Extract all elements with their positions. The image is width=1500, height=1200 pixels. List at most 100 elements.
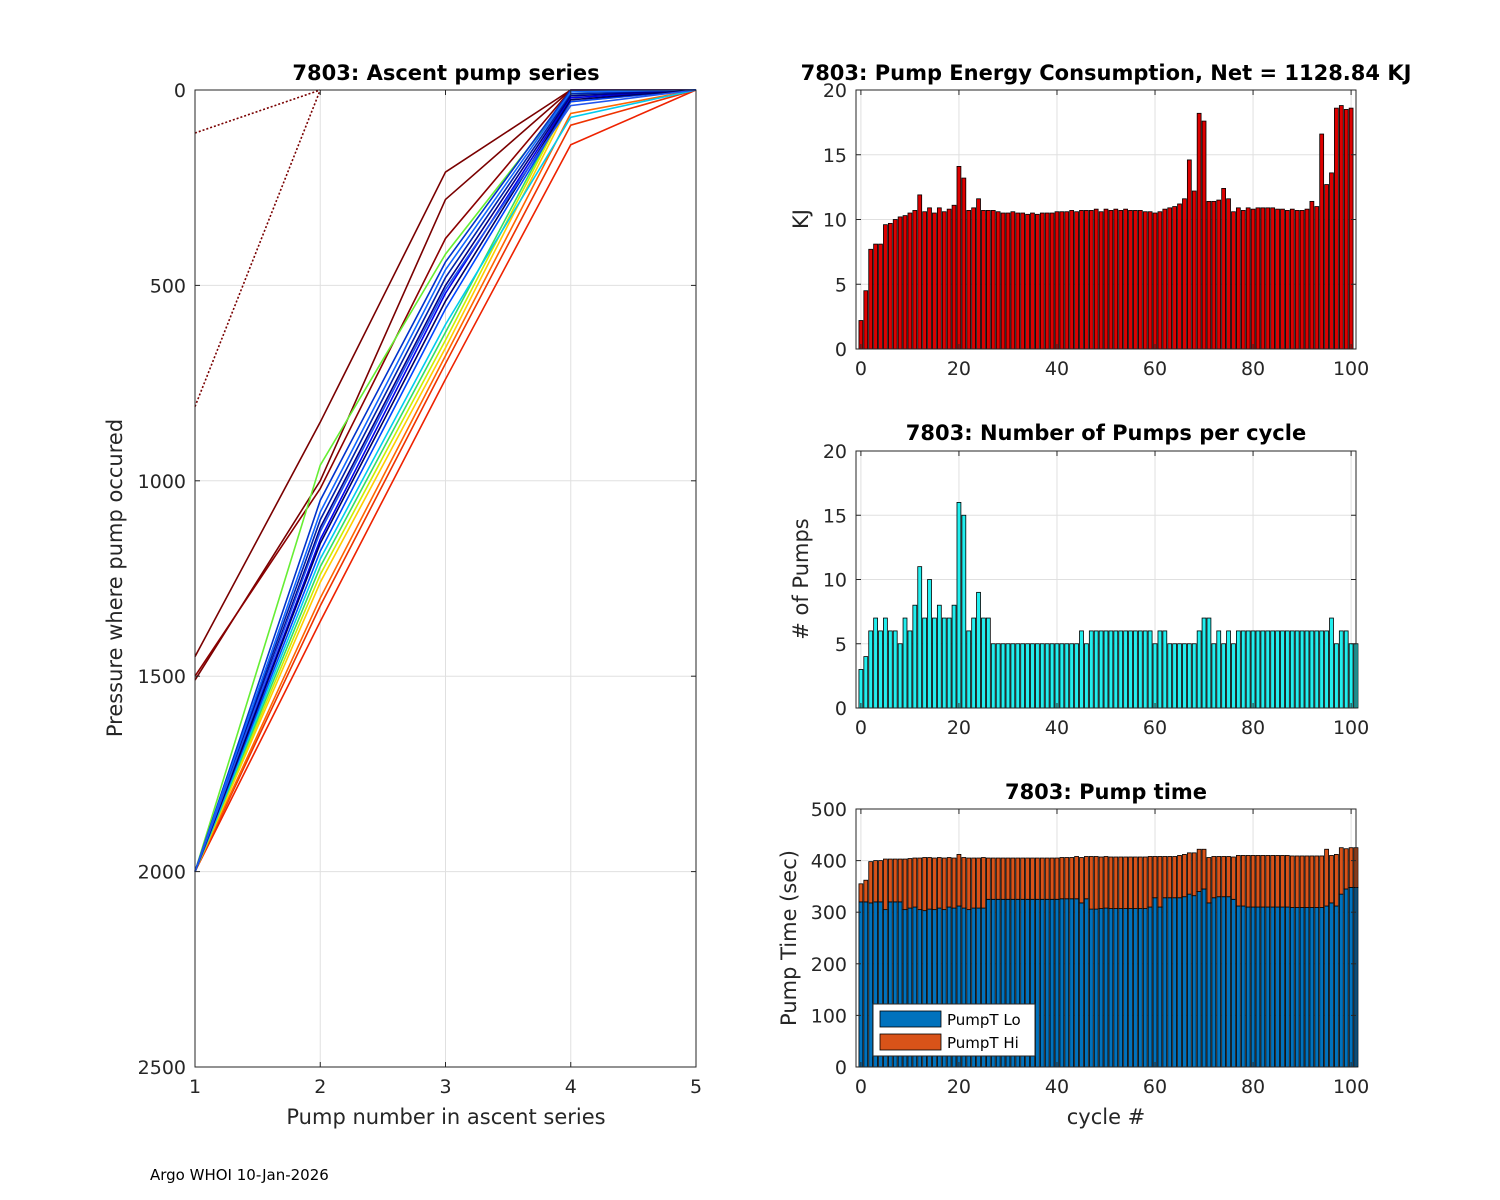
pumpt-lo-bar bbox=[1314, 907, 1320, 1068]
pumpt-lo-bar bbox=[1123, 908, 1128, 1068]
pumpt-hi-bar bbox=[1005, 857, 1011, 900]
pumps-bar bbox=[1098, 630, 1104, 709]
pumps-bar bbox=[976, 591, 981, 709]
energy-bar bbox=[1069, 210, 1075, 350]
pumps-per-cycle-panel: 7803: Number of Pumps per cycle 0 20 40 60 8… bbox=[789, 421, 1369, 739]
pumpt-lo-bar bbox=[1319, 907, 1325, 1068]
pumps-bar bbox=[981, 617, 986, 709]
x-tick-label: 20 bbox=[947, 717, 971, 739]
energy-bar bbox=[1255, 207, 1261, 350]
pumpt-lo-bar bbox=[1289, 907, 1295, 1068]
pumpt-lo-bar bbox=[1294, 907, 1300, 1068]
pumpt-hi-bar bbox=[1221, 856, 1227, 898]
pumpt-lo-bar bbox=[1069, 898, 1075, 1068]
ascent-series-line bbox=[194, 89, 321, 134]
energy-bar bbox=[946, 208, 952, 350]
pumps-bar bbox=[1142, 630, 1148, 709]
energy-bar bbox=[1211, 200, 1217, 350]
pumps-bar bbox=[1069, 643, 1075, 709]
pumps-bar bbox=[1235, 630, 1241, 709]
pumpt-lo-bar bbox=[1285, 906, 1290, 1068]
pumps-bar bbox=[1231, 643, 1236, 709]
pumps-bar bbox=[1108, 630, 1114, 709]
energy-bar bbox=[1088, 210, 1094, 350]
energy-bar bbox=[1324, 184, 1329, 350]
pumpt-lo-bar bbox=[1280, 906, 1285, 1068]
pumps-bar bbox=[1201, 617, 1207, 709]
energy-y-axis-label: KJ bbox=[789, 209, 813, 229]
pumpt-hi-bar bbox=[1255, 855, 1261, 908]
pumpt-lo-bar bbox=[1049, 898, 1055, 1068]
ascent-series-line bbox=[194, 89, 697, 872]
pumpt-lo-bar bbox=[1226, 896, 1231, 1068]
energy-bar bbox=[1196, 112, 1202, 350]
pumps-bar bbox=[1289, 630, 1295, 709]
y-tick-label: 0 bbox=[835, 698, 847, 720]
pumpt-lo-bar bbox=[1113, 908, 1119, 1068]
pumpt-hi-bar bbox=[1172, 856, 1177, 899]
energy-bar bbox=[1216, 199, 1222, 350]
pumps-bar bbox=[1049, 643, 1055, 709]
legend-label-pumpt-hi: PumpT Hi bbox=[947, 1034, 1019, 1052]
pumpt-hi-bar bbox=[966, 857, 972, 911]
pumptime-legend: PumpT Lo PumpT Hi bbox=[872, 1003, 1036, 1057]
pumpt-lo-bar bbox=[1118, 908, 1124, 1068]
energy-bar bbox=[1084, 210, 1089, 350]
pumpt-hi-bar bbox=[1314, 855, 1320, 908]
pumps-bar bbox=[966, 630, 972, 709]
pumps-bar bbox=[897, 643, 903, 709]
pumps-bar bbox=[1343, 630, 1349, 709]
pumpt-lo-bar bbox=[1201, 888, 1207, 1068]
energy-bar bbox=[1074, 211, 1079, 350]
pumps-bar bbox=[1059, 643, 1065, 709]
energy-bar bbox=[863, 290, 869, 350]
pumps-bar bbox=[1152, 643, 1158, 709]
energy-consumption-panel: 7803: Pump Energy Consumption, Net = 112… bbox=[789, 61, 1411, 380]
pumps-bar bbox=[922, 617, 927, 709]
pumpt-hi-bar bbox=[1324, 848, 1329, 907]
energy-bar bbox=[981, 210, 986, 350]
pumpt-hi-bar bbox=[1030, 857, 1035, 900]
pumps-bar bbox=[892, 630, 898, 709]
y-tick-label: 0 bbox=[174, 80, 186, 102]
pumps-bar bbox=[1270, 630, 1276, 709]
pumpt-hi-bar bbox=[1133, 856, 1138, 909]
energy-bar bbox=[961, 177, 967, 350]
pumpt-hi-bar bbox=[1113, 856, 1119, 909]
pumpt-lo-bar bbox=[1064, 898, 1070, 1068]
pumpt-hi-bar bbox=[1093, 856, 1099, 910]
energy-bar bbox=[883, 224, 888, 350]
energy-bar bbox=[1005, 212, 1011, 350]
pumpt-hi-bar bbox=[981, 857, 986, 909]
pumps-bar bbox=[1010, 643, 1016, 709]
energy-bar bbox=[932, 212, 937, 350]
energy-bar bbox=[956, 166, 962, 350]
energy-bar bbox=[995, 211, 1001, 350]
energy-bar bbox=[1309, 200, 1315, 350]
energy-bar bbox=[1167, 207, 1173, 350]
energy-bar bbox=[1172, 206, 1177, 350]
y-tick-label: 20 bbox=[823, 80, 847, 102]
pumpt-hi-bar bbox=[1088, 856, 1094, 910]
pumpt-hi-bar bbox=[1216, 856, 1222, 898]
energy-bar bbox=[1015, 212, 1021, 350]
pumpt-hi-bar bbox=[932, 857, 937, 911]
pumpt-hi-bar bbox=[1098, 856, 1104, 909]
pumpt-hi-bar bbox=[1064, 857, 1070, 900]
energy-bar bbox=[897, 216, 903, 350]
energy-bar bbox=[1103, 208, 1109, 350]
pumps-bar bbox=[887, 630, 893, 709]
pumps-bar bbox=[1113, 630, 1119, 709]
pumpt-lo-bar bbox=[1035, 898, 1040, 1068]
ascent-series-line bbox=[194, 89, 697, 872]
pumpt-hi-bar bbox=[941, 857, 947, 911]
pumps-bar bbox=[858, 669, 864, 709]
pumpt-hi-bar bbox=[1103, 856, 1109, 909]
pumpt-hi-bar bbox=[1162, 856, 1168, 899]
energy-bar bbox=[868, 248, 874, 350]
pumpt-hi-bar bbox=[946, 857, 952, 908]
pumpt-lo-bar bbox=[1059, 898, 1065, 1068]
pumpt-hi-bar bbox=[1010, 857, 1016, 900]
pumpt-hi-bar bbox=[1231, 856, 1236, 900]
energy-bar bbox=[1285, 210, 1290, 350]
